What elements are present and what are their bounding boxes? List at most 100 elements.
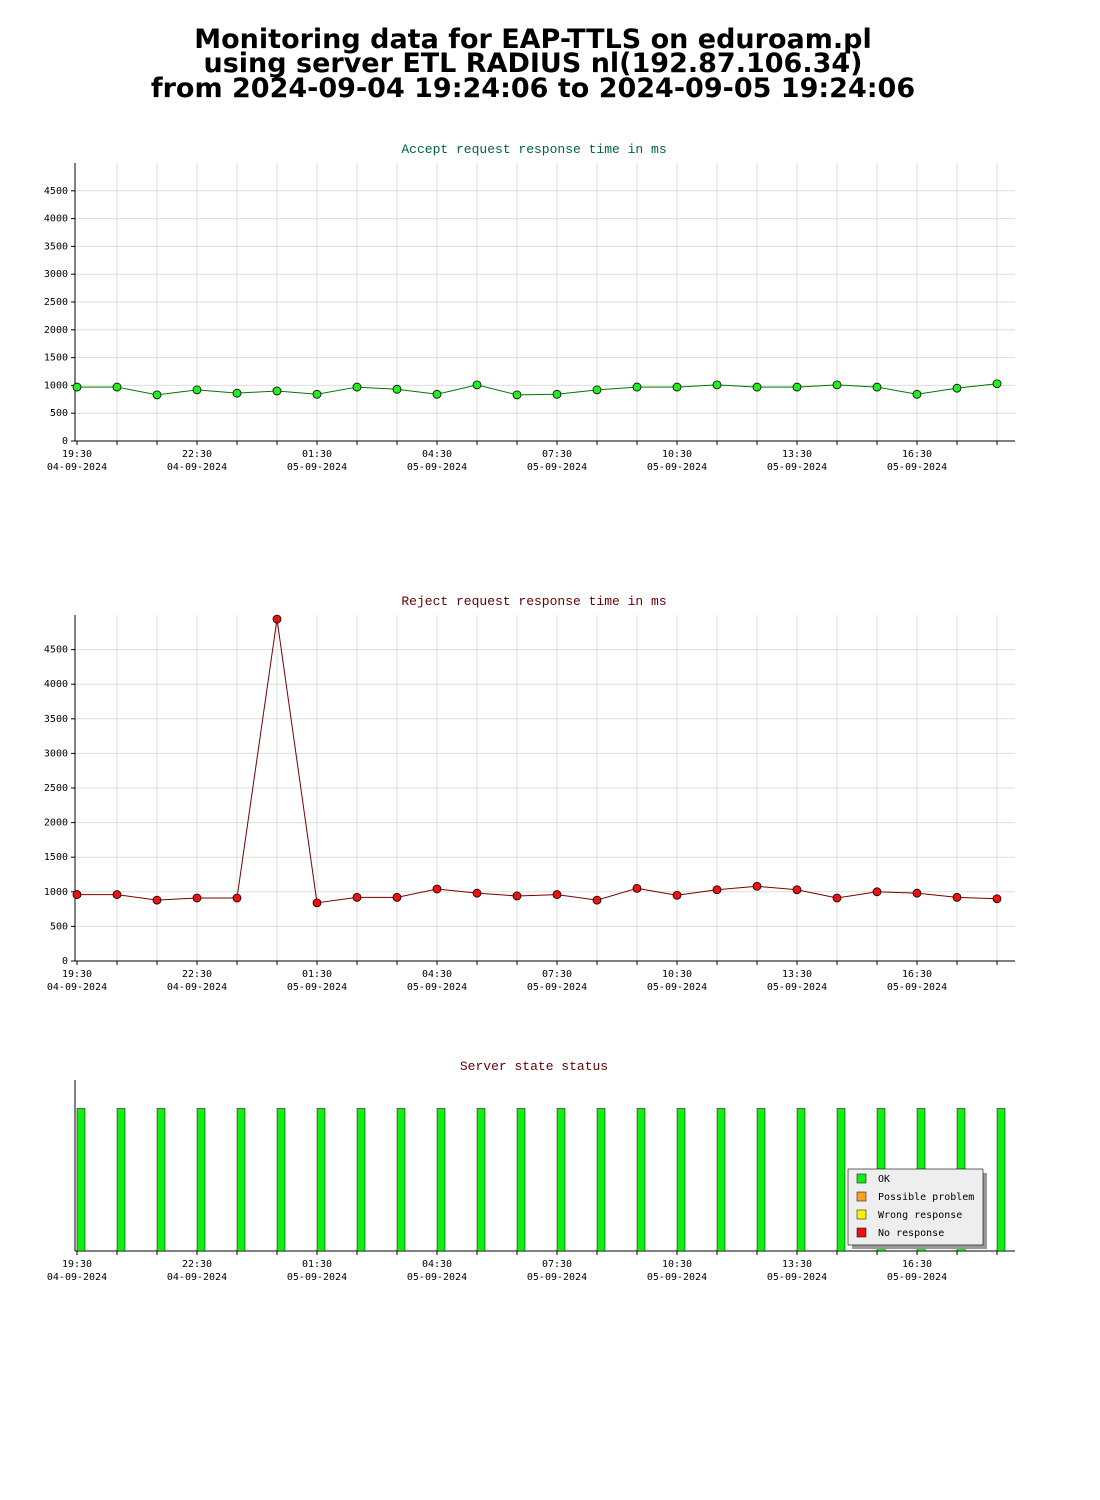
x-tick-label: 01:30 [302,449,332,460]
point [112,890,122,899]
x-tick-date: 05-09-2024 [407,1272,467,1283]
line [77,619,998,904]
point [592,895,602,905]
x-tick-label: 04:30 [422,969,452,980]
x-tick-label: 16:30 [902,1259,932,1270]
point [752,881,762,891]
point [72,890,82,899]
point [552,890,562,899]
bar [436,1108,446,1252]
bar [196,1108,206,1252]
y-tick-label: 3000 [44,748,68,759]
y-tick-label: 3000 [44,269,68,280]
x-tick-date: 04-09-2024 [167,462,227,473]
x-tick-label: 10:30 [662,969,692,980]
point [872,382,882,392]
bar [356,1108,366,1252]
x-tick-date: 05-09-2024 [527,982,587,993]
x-tick-date: 05-09-2024 [527,462,587,473]
x-tick-label: 19:30 [62,1259,92,1270]
point [112,382,122,392]
line [77,383,998,396]
point [712,885,722,895]
point [952,383,962,393]
y-tick-label: 4000 [44,679,68,690]
point [312,898,322,908]
x-tick-date: 04-09-2024 [47,462,107,473]
point [592,385,602,395]
bar [676,1108,686,1252]
point [392,384,402,394]
y-tick-label: 0 [62,436,68,447]
point [832,893,842,903]
x-tick-date: 05-09-2024 [287,462,347,473]
point [672,382,682,392]
x-tick-date: 05-09-2024 [647,462,707,473]
y-tick-label: 500 [50,408,68,419]
y-tick-label: 4500 [44,645,68,656]
bar [836,1108,846,1252]
bar [516,1108,526,1252]
x-tick-label: 07:30 [542,1259,572,1270]
y-tick-label: 2000 [44,325,68,336]
x-tick-date: 05-09-2024 [527,1272,587,1283]
x-tick-label: 07:30 [542,449,572,460]
x-tick-label: 13:30 [782,969,812,980]
y-tick-label: 0 [62,956,68,967]
point [712,380,722,390]
x-tick-date: 04-09-2024 [167,1272,227,1283]
x-tick-date: 05-09-2024 [887,462,947,473]
legend-box [847,1168,984,1246]
x-tick-date: 05-09-2024 [407,982,467,993]
bar [476,1108,486,1252]
x-tick-label: 01:30 [302,969,332,980]
x-tick-label: 10:30 [662,449,692,460]
point [312,389,322,399]
x-tick-label: 04:30 [422,1259,452,1270]
legend-swatch [856,1227,867,1238]
legend-swatch [856,1173,867,1184]
x-tick-date: 05-09-2024 [767,982,827,993]
x-tick-label: 10:30 [662,1259,692,1270]
point [472,888,482,898]
point [152,895,162,905]
point [432,389,442,399]
x-tick-label: 19:30 [62,449,92,460]
y-tick-label: 3500 [44,714,68,725]
point [392,892,402,902]
point [512,891,522,901]
point [632,883,642,893]
x-tick-label: 16:30 [902,449,932,460]
point [192,893,202,903]
legend-label: OK [878,1174,890,1185]
bar [396,1108,406,1252]
x-tick-label: 22:30 [182,449,212,460]
x-tick-date: 04-09-2024 [167,982,227,993]
point [832,380,842,390]
y-tick-label: 4000 [44,214,68,225]
y-tick-label: 2000 [44,818,68,829]
x-tick-date: 05-09-2024 [407,462,467,473]
point [912,389,922,399]
bar [756,1108,766,1252]
y-tick-label: 3500 [44,241,68,252]
bar [276,1108,286,1252]
y-tick-label: 1000 [44,380,68,391]
bar [636,1108,646,1252]
x-tick-date: 05-09-2024 [767,1272,827,1283]
bar [556,1108,566,1252]
x-tick-date: 05-09-2024 [287,1272,347,1283]
y-tick-label: 2500 [44,297,68,308]
x-tick-label: 16:30 [902,969,932,980]
point [552,389,562,399]
point [872,887,882,897]
legend-swatch [856,1209,867,1220]
point [792,885,802,895]
x-tick-label: 22:30 [182,969,212,980]
legend-swatch [856,1191,867,1202]
chart-title: Server state status [460,1059,608,1074]
y-tick-label: 4500 [44,186,68,197]
point [992,894,1002,904]
